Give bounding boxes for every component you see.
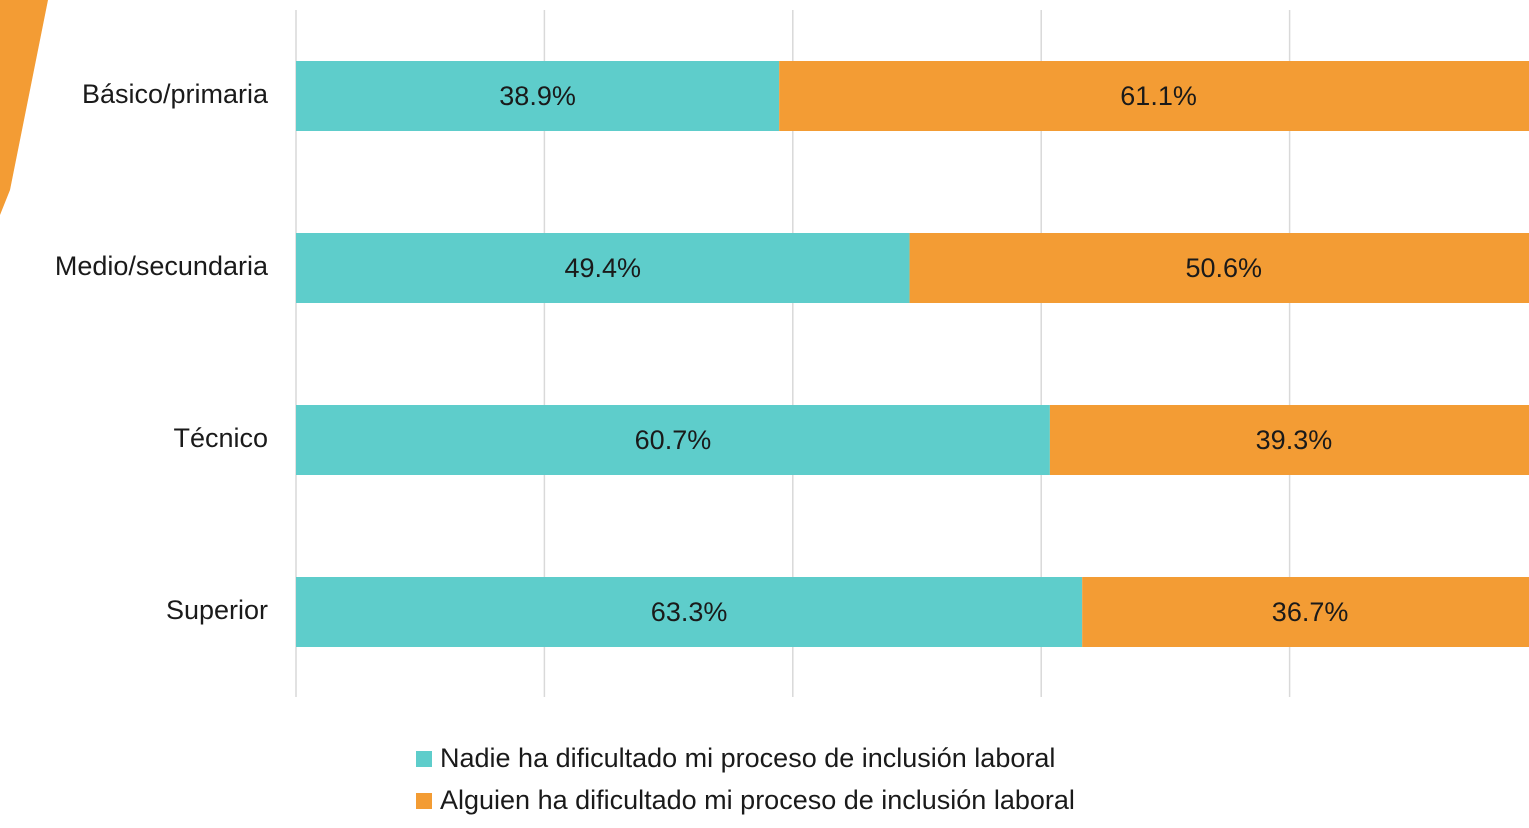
data-label: 36.7% [1272,597,1349,627]
data-label: 61.1% [1120,81,1197,111]
legend-swatch [416,751,432,767]
legend-label: Alguien ha dificultado mi proceso de inc… [440,785,1075,815]
data-label: 50.6% [1185,253,1262,283]
legend-swatch [416,793,432,809]
data-label: 49.4% [564,253,641,283]
bar-segment [296,577,1083,647]
data-label: 63.3% [651,597,728,627]
bar-segment [779,61,1529,131]
data-label: 38.9% [499,81,576,111]
data-label: 39.3% [1256,425,1333,455]
bar-segment [296,233,910,303]
bar-segment [1049,405,1529,475]
y-tick-label: Medio/secundaria [55,251,269,281]
bar-segment [296,61,780,131]
decoration [0,0,48,215]
bar-segment [909,233,1529,303]
y-tick-label: Superior [166,595,268,625]
y-tick-label: Técnico [173,423,268,453]
bar-segment [296,405,1050,475]
y-tick-label: Básico/primaria [82,79,269,109]
legend-label: Nadie ha dificultado mi proceso de inclu… [440,743,1055,773]
bar-segment [1082,577,1529,647]
data-label: 60.7% [635,425,712,455]
